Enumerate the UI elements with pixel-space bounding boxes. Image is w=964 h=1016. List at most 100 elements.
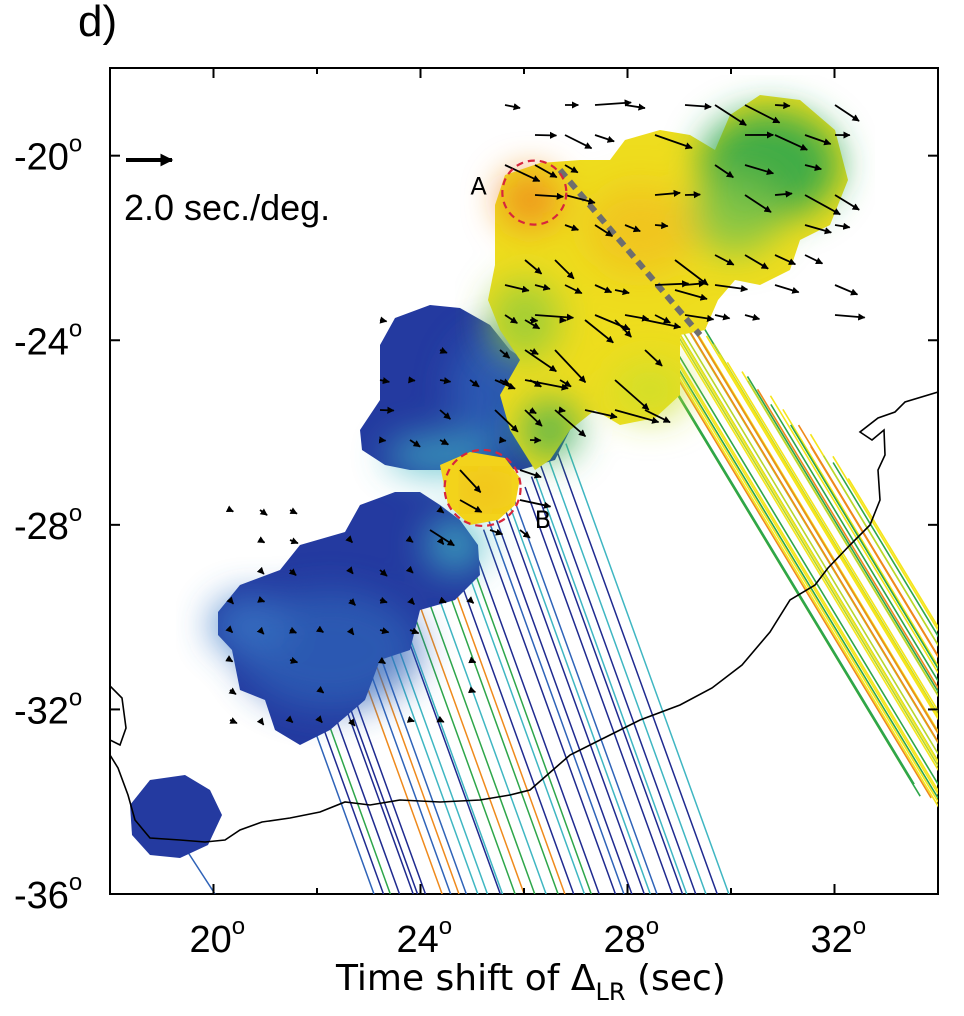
slowness-vector: [257, 536, 266, 544]
x-tick-label-value: 20: [190, 919, 232, 961]
slowness-vector: [499, 349, 511, 359]
slowness-vector: [744, 313, 761, 321]
slowness-vector: [436, 715, 445, 723]
ray-path: [398, 608, 504, 894]
x-tick-label: 20o: [190, 913, 246, 961]
slowness-vector: [534, 192, 564, 200]
slowness-vector: [564, 164, 579, 174]
panel-label: d): [78, 0, 117, 46]
slowness-vector: [288, 626, 297, 634]
slowness-vector: [315, 715, 323, 724]
ray-path: [726, 361, 938, 713]
slowness-vector: [438, 596, 447, 604]
slowness-vector: [644, 319, 682, 330]
ray-path: [464, 545, 593, 894]
slowness-vector: [529, 316, 539, 324]
ray-path: [506, 497, 652, 894]
slowness-vector: [554, 409, 587, 438]
x-tick-label: 32o: [811, 913, 867, 961]
slowness-vector: [654, 314, 671, 324]
marker-circle-a: [501, 159, 568, 226]
ray-path: [408, 601, 516, 894]
y-tick-label: -32o: [14, 684, 82, 732]
slowness-vector: [504, 103, 521, 111]
slowness-vector: [714, 104, 747, 126]
ray-path: [769, 395, 938, 675]
slowness-vector: [345, 535, 354, 544]
slowness-vector: [225, 655, 234, 663]
slowness-vector: [379, 316, 388, 324]
slowness-vector: [654, 134, 693, 150]
slowness-vector: [684, 102, 712, 110]
ray-path: [482, 529, 617, 894]
slowness-vector: [614, 379, 650, 411]
slowness-vector: [378, 436, 387, 444]
slowness-vector: [774, 284, 800, 294]
slowness-vector: [379, 596, 388, 604]
ray-path: [647, 273, 938, 756]
ray-path: [503, 507, 646, 894]
ray-path: [746, 375, 938, 694]
slowness-vector: [289, 537, 299, 545]
slowness-vector: [744, 164, 775, 176]
ray-path: [847, 478, 938, 629]
slowness-vector: [644, 349, 663, 367]
ray-path: [534, 475, 688, 894]
ray-path: [397, 612, 502, 894]
slowness-vector: [534, 164, 558, 179]
ray-path: [538, 462, 697, 894]
slowness-vector: [256, 717, 265, 726]
slowness-vector: [489, 528, 504, 536]
slowness-vector: [285, 715, 294, 724]
slowness-vector: [594, 99, 632, 107]
slowness-vector: [439, 377, 452, 385]
x-tick-label-value: 28: [604, 919, 646, 961]
slowness-vector: [524, 409, 543, 427]
slowness-vector: [524, 259, 543, 275]
y-tick-label-value: -32: [14, 690, 69, 732]
slowness-vector: [468, 656, 477, 664]
ray-path: [335, 668, 419, 894]
y-tick-label-value: -28: [14, 506, 69, 548]
ray-path: [689, 322, 938, 735]
x-tick-label-value: 32: [811, 919, 853, 961]
ray-path: [422, 584, 536, 894]
slowness-vectors: [225, 99, 866, 727]
ray-path: [451, 557, 575, 894]
slowness-vector: [624, 314, 650, 322]
marker-label-a: A: [470, 173, 487, 201]
slowness-vector: [804, 164, 822, 172]
ray-path: [468, 534, 600, 894]
y-tick-label: -24o: [14, 315, 82, 363]
slowness-vector: [528, 407, 537, 415]
slowness-vector: [529, 379, 542, 388]
ray-path: [547, 457, 707, 894]
slowness-vector: [379, 377, 390, 385]
slowness-vector: [614, 319, 632, 338]
slowness-vector: [804, 224, 832, 235]
slowness-vector: [519, 499, 552, 509]
slowness-vector: [429, 529, 455, 547]
ray-path: [379, 622, 479, 894]
x-axis-title-prefix: Time shift of: [335, 958, 571, 999]
x-tick-label-degree: o: [232, 913, 245, 940]
ray-path: [530, 476, 684, 894]
slowness-vector: [459, 499, 483, 513]
marker-label-b: B: [535, 506, 551, 534]
y-tick-label: -20o: [14, 131, 82, 179]
y-tick-label: -36o: [14, 869, 82, 917]
ray-path: [487, 518, 625, 894]
slowness-vector: [256, 566, 265, 575]
x-tick-label-degree: o: [853, 913, 866, 940]
ray-path: [354, 653, 443, 894]
slowness-vector: [409, 627, 420, 635]
ray-path: [370, 630, 468, 894]
slowness-vector: [379, 627, 390, 635]
slowness-vector: [834, 313, 866, 321]
slowness-vector: [834, 104, 860, 122]
slowness-vector: [519, 529, 531, 539]
slowness-vector: [804, 134, 832, 146]
slowness-vector: [498, 436, 507, 444]
ray-path: [756, 388, 938, 690]
